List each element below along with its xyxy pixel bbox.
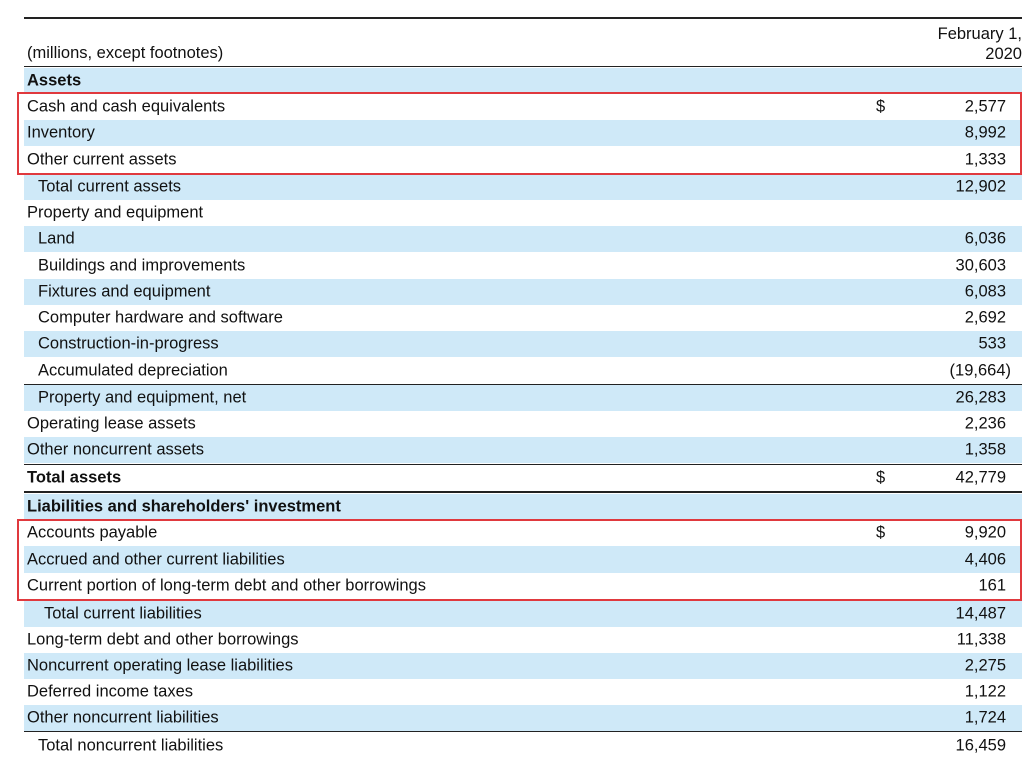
row-value: 533 bbox=[978, 334, 1006, 353]
date-line-1: February 1, bbox=[937, 25, 1022, 43]
row-value: 14,487 bbox=[955, 604, 1006, 623]
row-value: 9,920 bbox=[964, 523, 1006, 542]
row-label: Total assets bbox=[27, 468, 122, 487]
table-row: Total assets $ 42,779 bbox=[24, 465, 1022, 491]
row-label: Other noncurrent assets bbox=[27, 440, 205, 459]
table-row: Total current liabilities 14,487 bbox=[24, 601, 1022, 627]
liabilities-heading-row: Liabilities and shareholders' investment bbox=[24, 494, 1022, 520]
row-value: (19,664) bbox=[949, 361, 1011, 379]
row-label: Buildings and improvements bbox=[38, 256, 246, 274]
row-label: Construction-in-progress bbox=[38, 334, 219, 353]
row-value: 2,275 bbox=[964, 656, 1006, 675]
table-row: Accrued and other current liabilities 4,… bbox=[24, 546, 1022, 573]
currency-symbol: $ bbox=[876, 97, 886, 115]
row-label: Total noncurrent liabilities bbox=[38, 736, 224, 754]
table-row: Property and equipment, net 26,283 bbox=[24, 385, 1022, 411]
assets-heading-row: Assets bbox=[24, 68, 1022, 93]
table-row: Cash and cash equivalents $ 2,577 bbox=[24, 93, 1022, 120]
row-label: Land bbox=[38, 229, 75, 248]
subtotal-rule bbox=[24, 384, 1022, 385]
table-row: Accounts payable $ 9,920 bbox=[24, 520, 1022, 546]
units-label: (millions, except footnotes) bbox=[27, 44, 224, 62]
row-value: 1,333 bbox=[964, 150, 1006, 168]
table-row: Total noncurrent liabilities 16,459 bbox=[24, 732, 1022, 759]
row-label: Cash and cash equivalents bbox=[27, 97, 226, 115]
currency-symbol: $ bbox=[876, 468, 886, 487]
row-value: 4,406 bbox=[964, 550, 1006, 568]
row-label: Fixtures and equipment bbox=[38, 282, 211, 301]
row-value: 11,338 bbox=[956, 630, 1006, 649]
row-label: Total current assets bbox=[38, 177, 182, 196]
subtotal-rule bbox=[24, 731, 1022, 732]
table-row: Total current assets 12,902 bbox=[24, 174, 1022, 200]
row-label: Property and equipment bbox=[27, 203, 204, 222]
row-label: Deferred income taxes bbox=[27, 682, 193, 701]
header-rule bbox=[24, 66, 1022, 67]
date-line-2: 2020 bbox=[985, 45, 1022, 63]
table-row: Accumulated depreciation (19,664) bbox=[24, 357, 1022, 384]
row-value: 2,577 bbox=[964, 97, 1006, 115]
row-value: 6,083 bbox=[964, 282, 1006, 301]
currency-symbol: $ bbox=[876, 523, 886, 542]
row-label: Computer hardware and software bbox=[38, 308, 283, 327]
row-value: 6,036 bbox=[964, 229, 1006, 248]
row-value: 1,122 bbox=[964, 682, 1006, 701]
row-value: 42,779 bbox=[955, 468, 1006, 487]
row-label: Other noncurrent liabilities bbox=[27, 708, 219, 727]
total-rule bbox=[24, 464, 1022, 465]
table-row: Inventory 8,992 bbox=[24, 120, 1022, 146]
row-label: Total current liabilities bbox=[44, 604, 202, 623]
row-label: Other current assets bbox=[27, 150, 177, 168]
table-row: Property and equipment bbox=[24, 200, 1022, 226]
row-value: 12,902 bbox=[955, 177, 1006, 196]
table-row: Long-term debt and other borrowings 11,3… bbox=[24, 627, 1022, 653]
table-row: Current portion of long-term debt and ot… bbox=[24, 573, 1022, 599]
row-value: 2,236 bbox=[964, 414, 1006, 433]
top-rule bbox=[24, 17, 1022, 19]
total-double-rule bbox=[24, 491, 1022, 493]
row-label: Noncurrent operating lease liabilities bbox=[27, 656, 293, 675]
row-value: 8,992 bbox=[964, 123, 1006, 142]
row-label: Inventory bbox=[27, 123, 95, 142]
assets-heading: Assets bbox=[27, 71, 82, 89]
table-row: Buildings and improvements 30,603 bbox=[24, 252, 1022, 279]
date-column-header: February 1, 2020 bbox=[938, 24, 1022, 64]
table-row: Operating lease assets 2,236 bbox=[24, 411, 1022, 437]
table-row: Construction-in-progress 533 bbox=[24, 331, 1022, 357]
row-label: Operating lease assets bbox=[27, 414, 196, 433]
row-label: Long-term debt and other borrowings bbox=[27, 630, 299, 649]
row-label: Property and equipment, net bbox=[38, 388, 247, 407]
liabilities-heading: Liabilities and shareholders' investment bbox=[27, 497, 341, 516]
row-value: 30,603 bbox=[955, 256, 1006, 274]
row-value: 161 bbox=[978, 576, 1006, 595]
table-row: Other noncurrent liabilities 1,724 bbox=[24, 705, 1022, 731]
row-value: 1,724 bbox=[964, 708, 1006, 727]
row-value: 2,692 bbox=[964, 308, 1006, 327]
row-label: Accumulated depreciation bbox=[38, 361, 228, 379]
table-row: Noncurrent operating lease liabilities 2… bbox=[24, 653, 1022, 679]
row-value: 16,459 bbox=[955, 736, 1006, 754]
table-row: Other noncurrent assets 1,358 bbox=[24, 437, 1022, 463]
table-row: Land 6,036 bbox=[24, 226, 1022, 252]
row-value: 1,358 bbox=[964, 440, 1006, 459]
row-label: Accounts payable bbox=[27, 523, 158, 542]
table-row: Computer hardware and software 2,692 bbox=[24, 305, 1022, 331]
table-row: Other current assets 1,333 bbox=[24, 146, 1022, 173]
row-label: Current portion of long-term debt and ot… bbox=[27, 576, 426, 595]
row-label: Accrued and other current liabilities bbox=[27, 550, 285, 568]
table-row: Fixtures and equipment 6,083 bbox=[24, 279, 1022, 305]
table-row: Deferred income taxes 1,122 bbox=[24, 679, 1022, 705]
row-value: 26,283 bbox=[955, 388, 1006, 407]
